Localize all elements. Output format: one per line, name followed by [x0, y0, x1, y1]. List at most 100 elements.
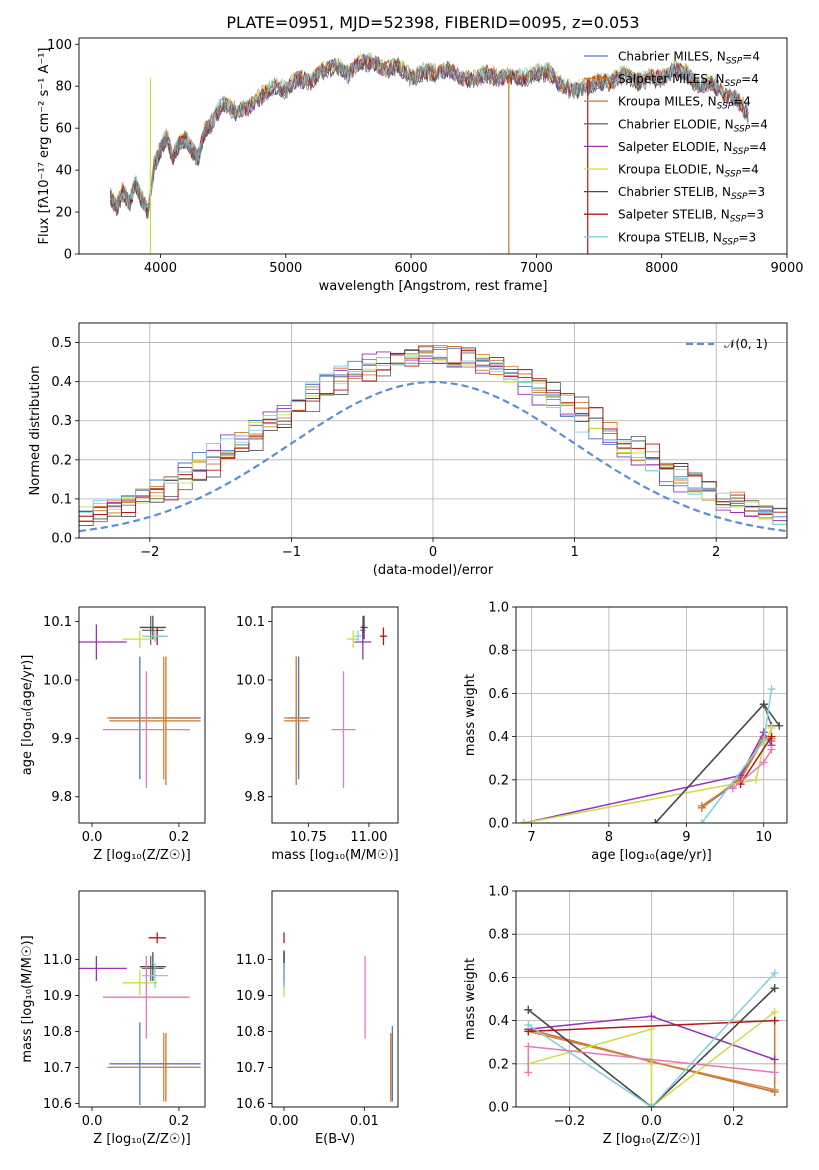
y-tick-label-2: 0.4 [488, 730, 509, 745]
y-tick-label-0: 9.8 [51, 790, 72, 805]
y-tick-label-2: 40 [55, 164, 72, 179]
x-axis-label: Z [log₁₀(Z/Z☉)] [603, 1132, 700, 1147]
x-tick-label-2: 0 [429, 545, 437, 560]
x-tick-label-1: 0.2 [169, 1114, 190, 1129]
x-tick-label-2: 9 [682, 830, 690, 845]
x-tick-label-0: 0.0 [82, 1114, 103, 1129]
y-tick-label-0: 10.6 [43, 1097, 72, 1112]
x-tick-label-5: 9000 [770, 261, 803, 276]
x-tick-label-4: 8000 [645, 261, 678, 276]
y-tick-label-4: 0.8 [488, 928, 509, 943]
axes-frame [78, 322, 788, 539]
legend-sub-1: SSP [725, 79, 742, 89]
model-spectrum-7 [109, 56, 749, 217]
y-axis-label: mass weight [463, 958, 478, 1040]
axes-frame [271, 606, 399, 824]
legend-label-3: Chabrier ELODIE, NSSP=4 [618, 117, 768, 134]
legend-tail-3: =4 [750, 117, 768, 131]
y-tick-label-1: 0.1 [51, 492, 72, 507]
x-tick-label-0: −2 [140, 545, 159, 560]
model-spectrum-8 [109, 52, 749, 212]
histogram-bars [79, 344, 787, 534]
x-axis-label: age [log₁₀(age/yr)] [591, 848, 712, 863]
panel-mass-vs-Z: 0.0 0.2 10.6 10.7 10.8 10.9 11.0 Z [log₁₀(Z/Z☉)… [20, 890, 206, 1147]
weight-line-6 [527, 987, 776, 1107]
x-tick-label-3: 10 [755, 830, 772, 845]
y-tick-label-4: 0.4 [51, 375, 72, 390]
y-axis-label: age [log₁₀(age/yr)] [20, 655, 35, 776]
observed-spectrum [109, 53, 749, 219]
legend-label-6: Chabrier STELIB, NSSP=3 [618, 185, 765, 202]
y-tick-label-5: 100 [47, 38, 72, 53]
legend-sub-7: SSP [730, 215, 747, 225]
legend-label-4: Salpeter ELODIE, NSSP=4 [618, 140, 767, 157]
y-tick-label-2: 0.4 [488, 1014, 509, 1029]
legend-tail-2: =4 [733, 95, 751, 109]
y-tick-label-5: 1.0 [488, 601, 509, 616]
axes-frame [78, 890, 206, 1108]
legend-tail-5: =4 [741, 163, 759, 177]
legend-sub-3: SSP [734, 124, 751, 134]
y-tick-label-0: 0.0 [488, 817, 509, 832]
plots-layer: PLATE=0951, MJD=52398, FIBERID=0095, z=0… [20, 13, 804, 1147]
axes-frame [515, 606, 788, 824]
panel-residual-histogram: −2 −1 0 1 2 0.0 0.1 0.2 0.3 0.4 0.5 (data-model)/er… [28, 322, 788, 578]
x-tick-label-1: 0.2 [169, 830, 190, 845]
panel-massweight-vs-Z: −0.2 0.0 0.2 0.0 0.2 0.4 0.6 0.8 1.0 Z [log₁₀(Z/Z… [463, 885, 788, 1147]
y-tick-label-3: 0.6 [488, 971, 509, 986]
errorbars [79, 932, 201, 1106]
legend-label-8: Kroupa STELIB, NSSP=3 [618, 230, 756, 247]
y-axis-label: mass [log₁₀(M/M☉)] [20, 935, 35, 1062]
y-tick-label-3: 0.6 [488, 687, 509, 702]
weight-line-7 [739, 736, 773, 785]
legend-label-5: Kroupa ELODIE, NSSP=4 [618, 163, 759, 180]
y-tick-label-4: 0.8 [488, 644, 509, 659]
y-tick-label-1: 20 [55, 206, 72, 221]
x-tick-label-1: 0.0 [641, 1114, 662, 1129]
legend-sub-4: SSP [732, 147, 749, 157]
panel-massweight-vs-age: 7 8 9 10 0.0 0.2 0.4 0.6 0.8 1.0 age [log₁₀(age/yr… [463, 601, 788, 863]
y-axis-label: Normed distribution [28, 366, 43, 496]
x-tick-label-4: 2 [712, 545, 720, 560]
y-tick-label-0: 0 [64, 248, 72, 263]
legend-normal-label: 𝒩(0, 1) [724, 337, 768, 351]
normal-reference-curve [79, 380, 787, 533]
y-tick-label-5: 1.0 [488, 885, 509, 900]
x-tick-label-0: −0.2 [554, 1114, 586, 1129]
histogram-series-8 [79, 352, 787, 526]
legend-tail-6: =3 [748, 185, 766, 199]
y-tick-label-1: 0.2 [488, 1057, 509, 1072]
x-tick-label-1: 5000 [269, 261, 302, 276]
x-axis-label: Z [log₁₀(Z/Z☉)] [93, 1132, 190, 1147]
weight-line-7 [528, 1019, 775, 1033]
legend-sub-0: SSP [726, 57, 743, 67]
y-tick-label-3: 10.9 [236, 989, 265, 1004]
x-axis-label: Z [log₁₀(Z/Z☉)] [93, 848, 190, 863]
weight-line-5 [528, 1011, 776, 1107]
errorbars [283, 932, 394, 1102]
axes-frame [78, 606, 206, 824]
panel-spectrum: PLATE=0951, MJD=52398, FIBERID=0095, z=0… [37, 13, 804, 294]
weight-line-8 [527, 972, 776, 1107]
panel-age-vs-mass: 10.75 11.00 9.8 9.9 10.0 10.1 mass [log₁₀(M/M☉… [236, 606, 399, 863]
y-tick-label-1: 10.7 [236, 1061, 265, 1076]
y-tick-label-2: 10.8 [43, 1025, 72, 1040]
legend-label-7: Salpeter STELIB, NSSP=3 [618, 208, 764, 225]
legend-label-1: Salpeter MILES, NSSP=4 [618, 72, 759, 89]
x-axis-label: wavelength [Angstrom, rest frame] [319, 279, 548, 294]
y-axis-label: Flux [fλ10⁻¹⁷ erg cm⁻² s⁻¹ A⁻¹] [37, 48, 52, 245]
legend-tail-8: =3 [738, 230, 756, 244]
y-tick-label-0: 0.0 [51, 532, 72, 547]
y-tick-label-3: 10.1 [43, 615, 72, 630]
x-axis-label: mass [log₁₀(M/M☉)] [271, 848, 398, 863]
legend-tail-0: =4 [742, 50, 760, 64]
chart-title: PLATE=0951, MJD=52398, FIBERID=0095, z=0… [226, 13, 639, 32]
x-tick-label-0: 10.75 [290, 830, 327, 845]
axes-frame [271, 890, 399, 1108]
x-tick-label-3: 1 [570, 545, 578, 560]
y-tick-label-3: 0.3 [51, 414, 72, 429]
y-tick-label-0: 0.0 [488, 1101, 509, 1116]
x-tick-label-2: 6000 [395, 261, 428, 276]
y-tick-label-2: 0.2 [51, 453, 72, 468]
